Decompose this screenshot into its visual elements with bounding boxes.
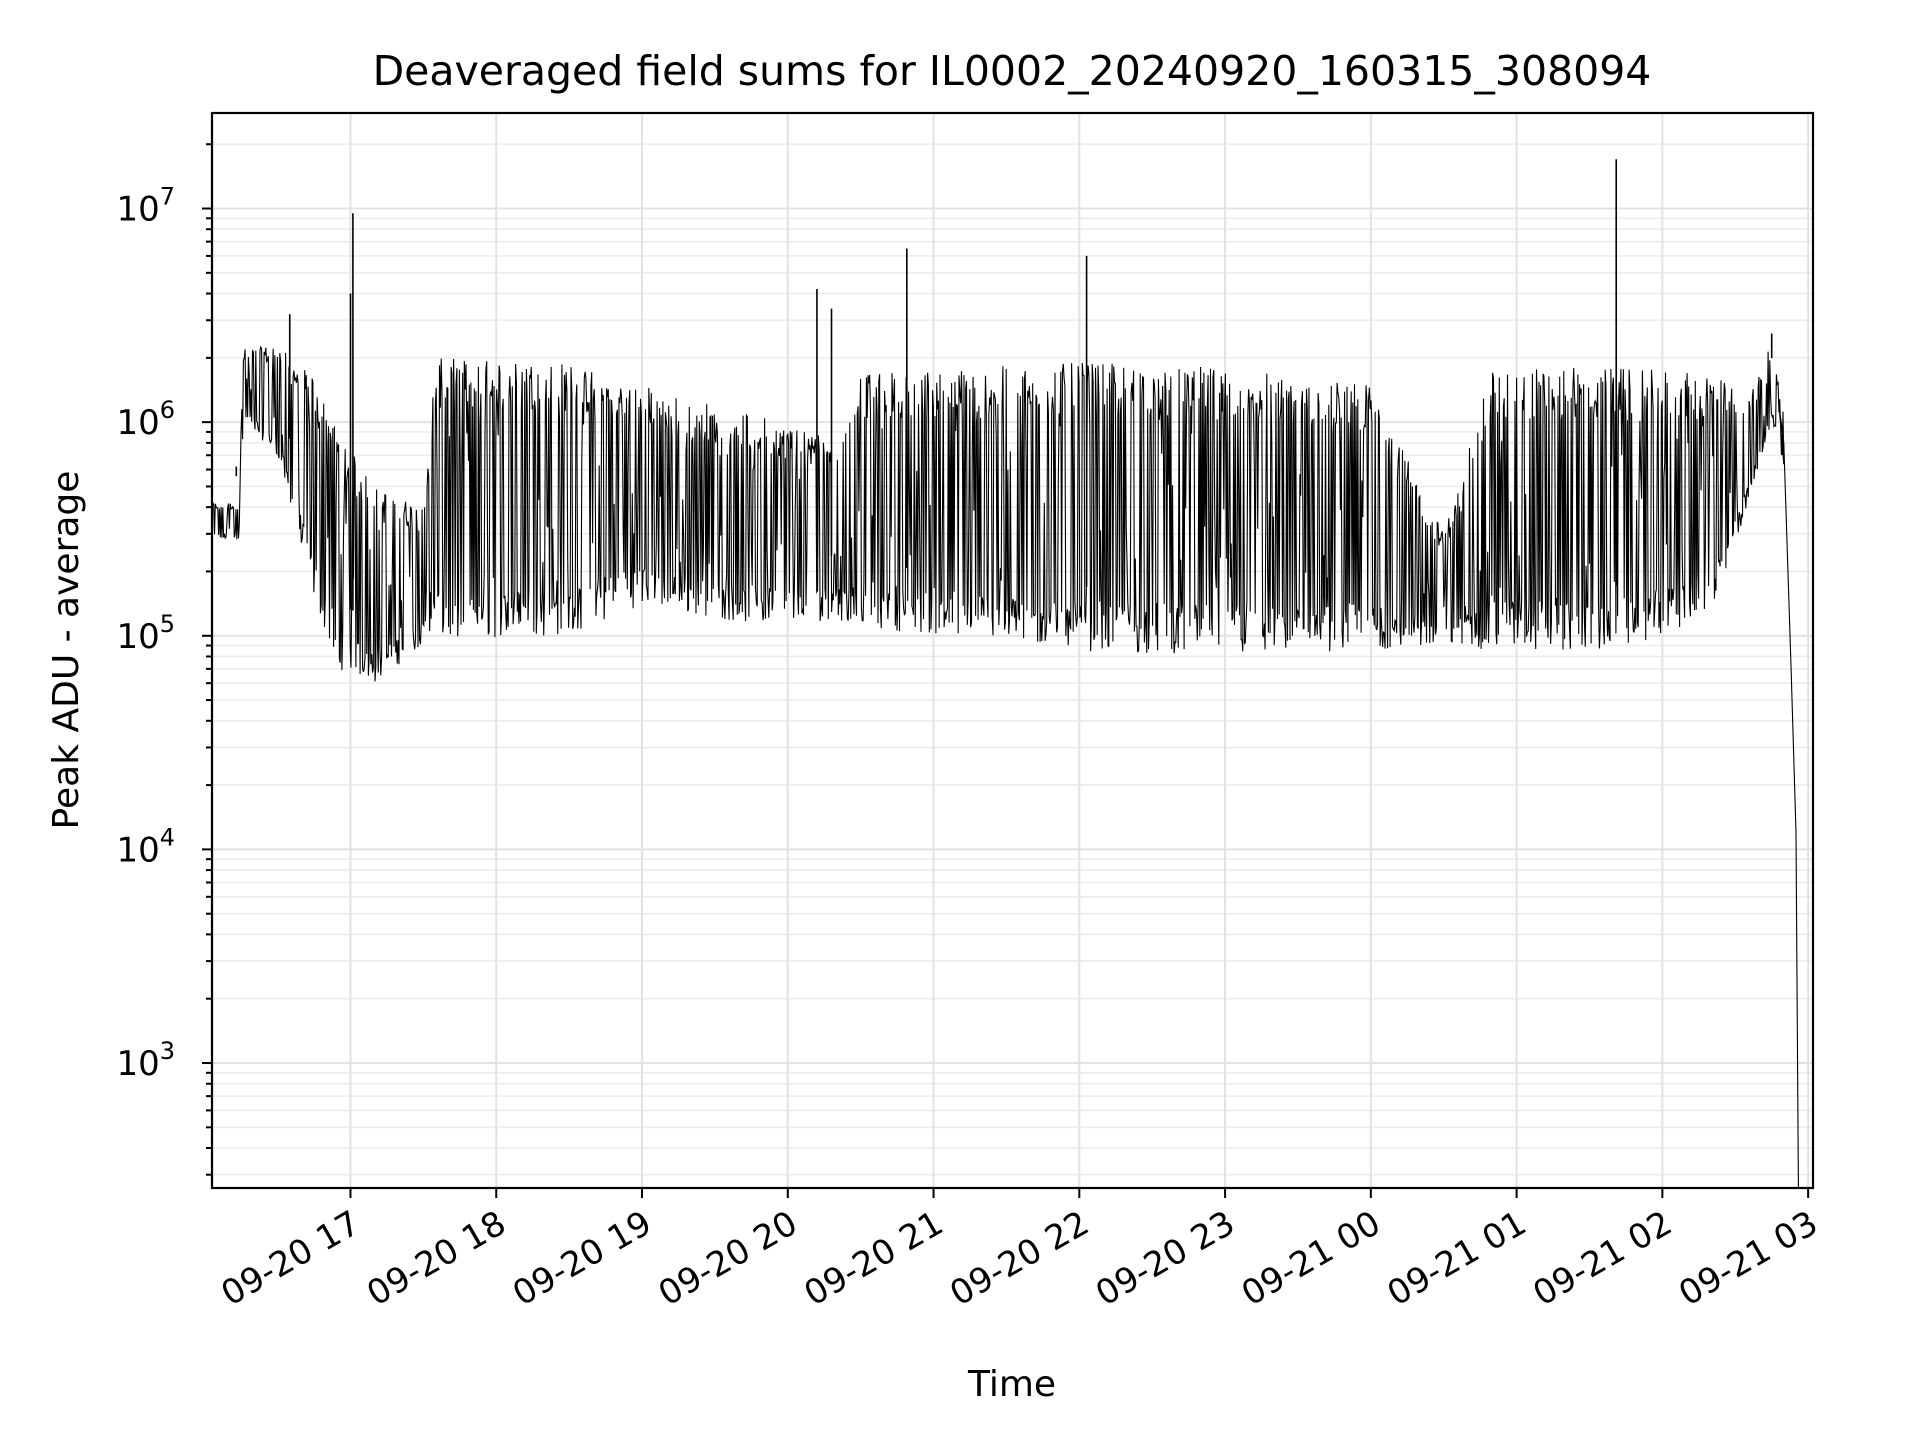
y-tick-label: 104	[116, 823, 175, 870]
y-tick-label: 103	[116, 1037, 175, 1084]
x-tick-label: 09-20 23	[1089, 1203, 1241, 1314]
x-tick-label: 09-20 18	[360, 1203, 512, 1314]
y-tick-label: 107	[116, 183, 175, 230]
series-line	[211, 159, 1799, 1189]
chart-title: Deaveraged field sums for IL0002_2024092…	[373, 47, 1652, 95]
y-axis: 103 104 105 106 107	[116, 143, 212, 1176]
y-axis-label: Peak ADU - average	[46, 471, 87, 830]
x-tick-label: 09-21 02	[1526, 1203, 1678, 1314]
x-tick-label: 09-20 17	[215, 1203, 367, 1314]
x-tick-label: 09-21 00	[1235, 1203, 1387, 1314]
x-tick-label: 09-21 01	[1381, 1203, 1533, 1314]
x-tick-label: 09-20 19	[506, 1203, 658, 1314]
x-tick-label: 09-20 22	[943, 1203, 1095, 1314]
x-tick-label: 09-20 21	[798, 1203, 950, 1314]
y-tick-label: 106	[116, 396, 175, 443]
y-tick-label: 105	[116, 610, 175, 657]
x-tick-label: 09-20 20	[652, 1203, 804, 1314]
grid	[212, 113, 1813, 1188]
x-axis-label: Time	[967, 1364, 1056, 1405]
x-tick-label: 09-21 03	[1672, 1203, 1824, 1314]
series-path	[211, 345, 1799, 1189]
plot-frame	[210, 111, 1815, 1190]
